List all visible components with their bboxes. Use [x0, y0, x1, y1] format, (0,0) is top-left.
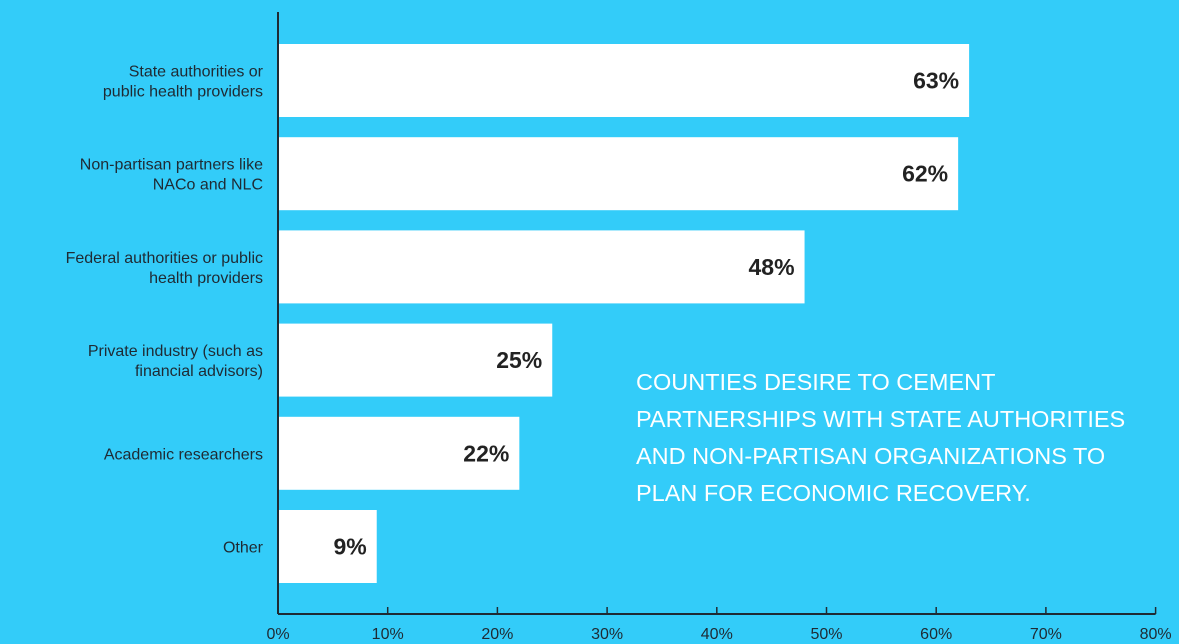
x-axis: 0% 10% 20% 30% 40% 50% 60% 70% 80% — [266, 12, 1172, 643]
category-label: Other — [223, 540, 264, 557]
bar — [278, 510, 377, 583]
bar-value-label: 62% — [902, 161, 948, 187]
category-labels-layer: State authorities or public health provid… — [66, 64, 264, 557]
bar-value-label: 48% — [749, 254, 795, 280]
bar — [278, 416, 520, 490]
x-tick-label: 70% — [1030, 626, 1062, 643]
callout-line-3: AND NON-PARTISAN ORGANIZATIONS TO — [636, 443, 1106, 469]
callout-line-4: PLAN FOR ECONOMIC RECOVERY. — [636, 480, 1031, 506]
bar — [278, 137, 959, 211]
x-tick-label: 30% — [591, 626, 623, 643]
bar-value-label: 9% — [333, 534, 366, 560]
callout-line-1: COUNTIES DESIRE TO CEMENT — [636, 369, 996, 395]
category-label: State authorities or public health provid… — [103, 64, 264, 101]
category-label: Non-partisan partners like NACo and NLC — [80, 157, 263, 194]
x-tick-label: 80% — [1140, 626, 1172, 643]
x-tick-label: 60% — [920, 626, 952, 643]
category-label: Federal authorities or public health prov… — [66, 250, 263, 287]
category-label: Academic researchers — [104, 446, 263, 463]
data-labels-layer: 63% 62% 48% 25% 22% 9% — [333, 68, 959, 560]
x-tick-label: 40% — [701, 626, 733, 643]
bar-value-label: 25% — [496, 347, 542, 373]
x-tick-label: 20% — [481, 626, 513, 643]
x-tick-label: 0% — [266, 626, 289, 643]
bar — [278, 44, 970, 117]
category-label: Private industry (such as financial advis… — [88, 343, 263, 380]
bar-value-label: 22% — [463, 440, 509, 466]
x-tick-label: 50% — [810, 626, 842, 643]
callout-text: COUNTIES DESIRE TO CEMENT PARTNERSHIPS W… — [636, 364, 1179, 512]
bar — [278, 323, 553, 397]
callout-line-2: PARTNERSHIPS WITH STATE AUTHORITIES — [636, 406, 1126, 432]
bars-layer — [278, 44, 970, 583]
bar — [278, 230, 805, 304]
bar-value-label: 63% — [913, 68, 959, 94]
x-tick-label: 10% — [372, 626, 404, 643]
